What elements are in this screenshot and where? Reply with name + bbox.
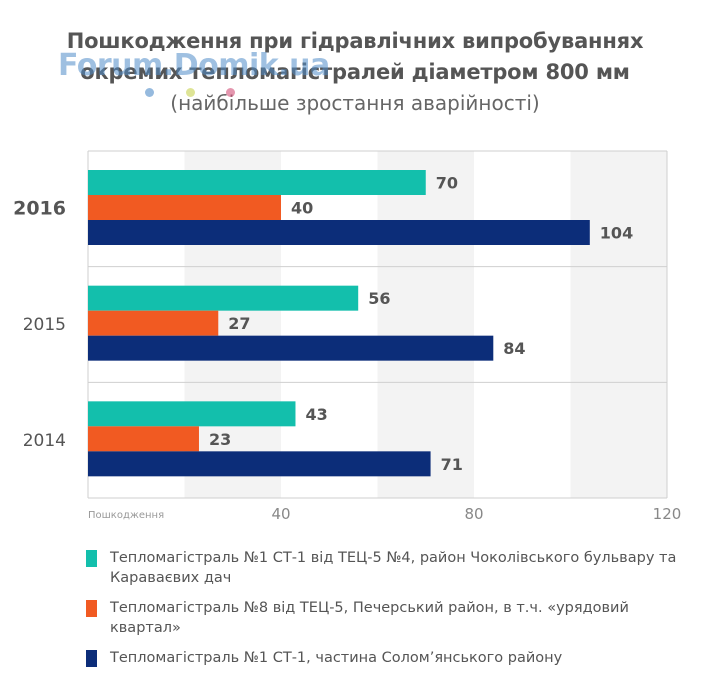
chart-title: Пошкодження при гідравлічних випробуванн…	[0, 26, 710, 118]
bar-2015-series-3	[88, 335, 494, 361]
category-label-2015: 2015	[23, 315, 66, 335]
legend-item-2: Тепломагістраль №8 від ТЕЦ-5, Печерський…	[86, 598, 696, 638]
legend-label-2: Тепломагістраль №8 від ТЕЦ-5, Печерський…	[110, 600, 629, 636]
data-label-2016-series-1: 70	[436, 174, 458, 193]
bar-chart: 70 40 104 2016 56 27 84 2015 43 23 71 2014 40 80 120 По…	[13, 150, 682, 523]
bar-2014-series-1	[88, 401, 296, 427]
legend-swatch-1	[86, 550, 97, 567]
category-label-2016: 2016	[13, 198, 66, 220]
watermark-dot-pink	[226, 88, 235, 97]
bar-2016-series-3	[88, 220, 590, 245]
data-label-2016-series-2: 40	[291, 199, 313, 218]
legend-label-1: Тепломагістраль №1 СТ-1 від ТЕЦ-5 №4, ра…	[110, 550, 677, 586]
data-label-2014-series-2: 23	[209, 430, 231, 449]
legend: Тепломагістраль №1 СТ-1 від ТЕЦ-5 №4, ра…	[86, 548, 696, 678]
legend-swatch-2	[86, 600, 97, 617]
category-label-2014: 2014	[23, 431, 66, 451]
data-label-2015-series-2: 27	[228, 314, 250, 333]
x-tick-label-120: 120	[653, 505, 682, 523]
grid-band	[570, 151, 667, 498]
watermark-dot-blue	[145, 88, 154, 97]
bar-2014-series-3	[88, 451, 431, 477]
legend-swatch-3	[86, 650, 97, 667]
data-label-2015-series-1: 56	[368, 289, 390, 308]
bar-2016-series-1	[88, 170, 426, 195]
watermark-logo: Forum.Domik.ua	[58, 48, 330, 83]
legend-item-1: Тепломагістраль №1 СТ-1 від ТЕЦ-5 №4, ра…	[86, 548, 696, 588]
bar-2016-series-2	[88, 195, 281, 220]
data-label-2014-series-1: 43	[305, 405, 327, 424]
legend-label-3: Тепломагістраль №1 СТ-1, частина Солом’я…	[110, 650, 563, 666]
bar-2014-series-2	[88, 426, 199, 452]
watermark-dot-yellow	[186, 88, 195, 97]
legend-item-3: Тепломагістраль №1 СТ-1, частина Солом’я…	[86, 648, 696, 668]
chart-title-line-1: Пошкодження при гідравлічних випробуванн…	[66, 29, 644, 53]
x-tick-label-40: 40	[271, 505, 290, 523]
grid-band	[377, 151, 474, 498]
x-tick-label-80: 80	[464, 505, 483, 523]
bar-2015-series-2	[88, 310, 219, 336]
data-label-2014-series-3: 71	[441, 455, 463, 474]
data-label-2016-series-3: 104	[600, 224, 633, 243]
chart-title-line-2: окремих тепломагістралей діаметром 800 м…	[80, 60, 630, 84]
x-axis-label: Пошкодження	[88, 510, 164, 521]
data-label-2015-series-3: 84	[503, 339, 525, 358]
bar-2015-series-1	[88, 285, 359, 311]
